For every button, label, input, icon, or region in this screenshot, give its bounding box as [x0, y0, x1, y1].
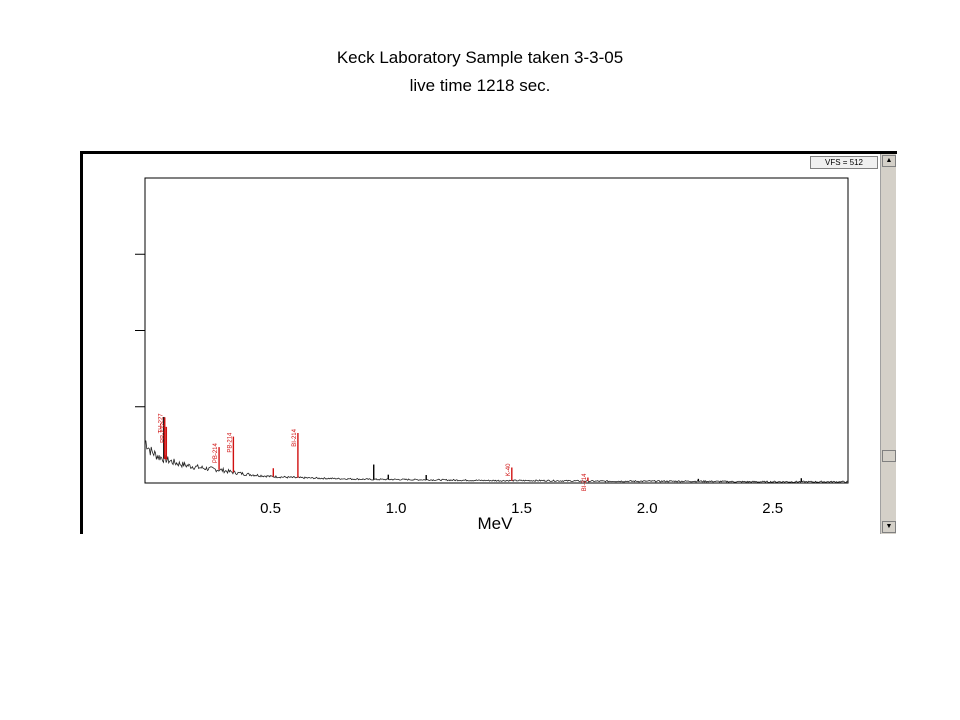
x-tick-label-4: 2.5: [762, 500, 783, 517]
x-tick-label-1: 1.0: [386, 500, 407, 517]
x-tick-label-2: 1.5: [511, 500, 532, 517]
vfs-button[interactable]: VFS = 512: [810, 156, 878, 169]
peak-label-11: BI-214: [582, 473, 588, 491]
chart-title-line1: Keck Laboratory Sample taken 3-3-05: [336, 48, 624, 67]
x-tick-label-3: 2.0: [637, 500, 658, 517]
x-axis-ticks: 0.5 1.0 1.5 2.0 2.5: [260, 500, 783, 517]
vertical-scrollbar[interactable]: ▲ ▼: [880, 154, 896, 534]
scroll-up-arrow-icon[interactable]: ▲: [882, 155, 896, 167]
plot-axes: [135, 177, 849, 484]
spectrum-series: [144, 439, 849, 484]
spectrum-line: [144, 439, 849, 484]
peak-label-1: TH-227: [159, 413, 165, 434]
plot-area-border: [144, 177, 849, 484]
scroll-down-arrow-icon[interactable]: ▼: [882, 521, 896, 533]
peak-label-6: BI-214: [292, 428, 298, 446]
x-tick-label-0: 0.5: [260, 500, 281, 517]
peak-label-10: K-40: [506, 463, 512, 476]
peak-label-2: PB-212: [160, 422, 166, 443]
peak-label-4: PB-214: [227, 432, 233, 453]
scroll-thumb[interactable]: [882, 450, 896, 462]
spectrum-window: [80, 151, 897, 534]
x-axis-label: MeV: [478, 514, 514, 533]
chart-title-line2: live time 1218 sec.: [409, 76, 551, 95]
peak-label-3: PB-214: [213, 442, 219, 463]
